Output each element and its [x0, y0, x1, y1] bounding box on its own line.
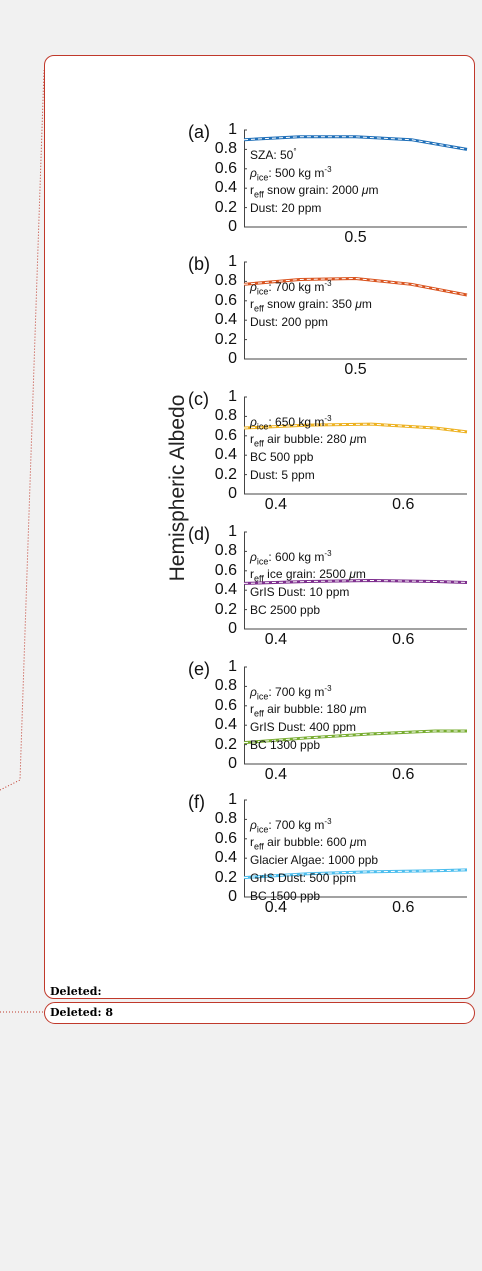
y-tick-label: 1 [228, 791, 237, 808]
y-tick-label: 0.2 [214, 330, 237, 348]
x-tick-label: 0.4 [264, 766, 287, 783]
y-tick-label: 0 [228, 755, 237, 772]
panel-annotation: ρice: 500 kg m-3 [250, 165, 332, 183]
y-tick-label: 0.8 [214, 677, 237, 695]
panel-label: (e) [188, 659, 210, 679]
panel-annotation: BC 1300 ppb [250, 738, 321, 752]
deleted-label-1: Deleted: [50, 985, 102, 998]
y-tick-label: 0 [228, 485, 237, 502]
y-tick-label: 0.2 [214, 465, 237, 483]
albedo-series-dashed [243, 423, 468, 433]
panel-annotation: ρice: 700 kg m-3 [250, 684, 332, 702]
comment-balloon-figure[interactable] [44, 55, 475, 999]
albedo-series-dashed [243, 136, 468, 150]
panel-plot-area [243, 531, 468, 630]
panel-annotation: Dust: 200 ppm [250, 315, 329, 329]
y-tick-label: 0.2 [214, 600, 237, 618]
panel-annotation: BC 500 ppb [250, 450, 314, 464]
x-tick-label: 0.4 [264, 899, 287, 916]
panel-annotation: GrIS Dust: 400 ppm [250, 720, 357, 734]
y-tick-label: 0.6 [214, 696, 237, 714]
panel-annotation: reff air bubble: 600 μm [250, 835, 367, 852]
deleted-label-text: Deleted: [50, 985, 102, 998]
panel-annotation: ρice: 700 kg m-3 [250, 279, 332, 297]
panel-annotation: ρice: 700 kg m-3 [250, 817, 332, 835]
albedo-series-dashed [243, 730, 467, 744]
panel-plot-area [243, 129, 468, 228]
y-tick-label: 0.6 [214, 159, 237, 177]
panel-annotation: reff air bubble: 180 μm [250, 702, 367, 719]
y-tick-label: 0.2 [214, 735, 237, 753]
deleted-value: 8 [105, 1006, 114, 1019]
panel-annotation: GrIS Dust: 500 ppm [250, 871, 357, 885]
panel-label: (a) [188, 122, 210, 142]
x-tick-label: 0.6 [392, 766, 415, 783]
panel-label: (d) [188, 524, 210, 544]
panel-label: (b) [188, 254, 210, 274]
albedo-series-dashed [243, 869, 468, 879]
panel-annotation: BC 1500 ppb [250, 889, 321, 903]
y-tick-label: 0.6 [214, 426, 237, 444]
y-tick-label: 0 [228, 350, 237, 367]
albedo-series-dashed [243, 579, 468, 584]
panel-annotation: reff snow grain: 350 μm [250, 297, 372, 314]
y-axis-label: Hemispheric Albedo [166, 394, 189, 582]
panel-plot-area [243, 396, 468, 495]
x-tick-label: 0.5 [344, 361, 367, 378]
panel-plot-area [243, 799, 468, 898]
albedo-series-dashed [243, 277, 468, 296]
panel-annotation: Dust: 5 ppm [250, 468, 315, 482]
y-tick-label: 1 [228, 523, 237, 540]
x-tick-label: 0.4 [264, 496, 287, 513]
panel-plot-area [243, 666, 467, 765]
y-tick-label: 0.4 [214, 311, 237, 329]
y-tick-label: 0 [228, 620, 237, 637]
panel-label: (c) [188, 389, 209, 409]
panel-label: (f) [188, 792, 205, 812]
panel-annotation: ρice: 600 kg m-3 [250, 549, 332, 567]
panel-annotation: Glacier Algae: 1000 ppb [250, 853, 379, 867]
y-tick-label: 0.4 [214, 446, 237, 464]
y-tick-label: 0 [228, 888, 237, 905]
panel-annotation: reff ice grain: 2500 μm [250, 567, 366, 584]
x-tick-label: 0.5 [344, 229, 367, 246]
y-tick-label: 0 [228, 218, 237, 235]
y-tick-label: 0.8 [214, 810, 237, 828]
y-tick-label: 0.4 [214, 179, 237, 197]
y-tick-label: 0.2 [214, 868, 237, 886]
y-tick-label: 1 [228, 388, 237, 405]
x-tick-label: 0.6 [392, 631, 415, 648]
panel-annotation: ρice: 650 kg m-3 [250, 414, 332, 432]
x-tick-label: 0.6 [392, 899, 415, 916]
y-tick-label: 1 [228, 121, 237, 138]
panel-plot-area [243, 261, 468, 360]
comment-balloon-deleted[interactable] [44, 1002, 475, 1024]
deleted-label-2: Deleted: 8 [50, 1006, 113, 1019]
x-tick-label: 0.6 [392, 496, 415, 513]
y-tick-label: 0.8 [214, 140, 237, 158]
y-tick-label: 0.4 [214, 716, 237, 734]
y-tick-label: 0.6 [214, 561, 237, 579]
y-tick-label: 0.8 [214, 407, 237, 425]
deleted-label-text: Deleted: [50, 1006, 102, 1019]
panel-annotation: SZA: 50° [250, 147, 297, 162]
y-tick-label: 0.8 [214, 272, 237, 290]
y-tick-label: 0.4 [214, 849, 237, 867]
panel-annotation: reff snow grain: 2000 μm [250, 183, 379, 200]
panel-annotation: BC 2500 ppb [250, 603, 321, 617]
panel-annotation: reff air bubble: 280 μm [250, 432, 367, 449]
y-tick-label: 1 [228, 253, 237, 270]
y-tick-label: 0.6 [214, 291, 237, 309]
y-tick-label: 0.8 [214, 542, 237, 560]
y-tick-label: 1 [228, 658, 237, 675]
y-tick-label: 0.2 [214, 198, 237, 216]
y-tick-label: 0.4 [214, 581, 237, 599]
panel-annotation: Dust: 20 ppm [250, 201, 322, 215]
x-tick-label: 0.4 [264, 631, 287, 648]
panel-annotation: GrIS Dust: 10 ppm [250, 585, 350, 599]
y-tick-label: 0.6 [214, 829, 237, 847]
